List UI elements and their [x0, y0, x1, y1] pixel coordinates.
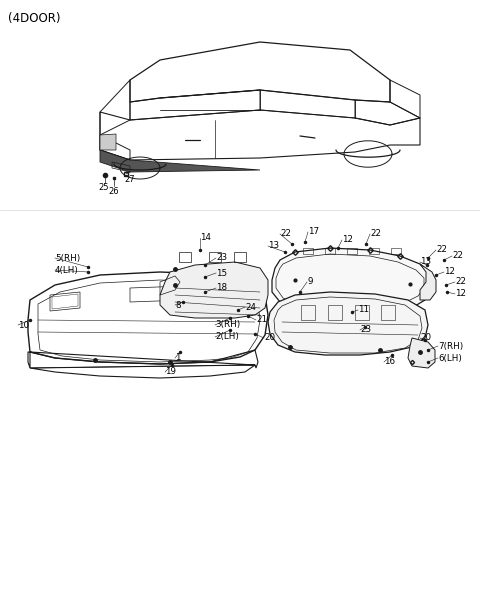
Text: 8: 8 — [175, 300, 180, 310]
Text: 13: 13 — [420, 257, 431, 267]
Polygon shape — [272, 248, 430, 312]
Polygon shape — [160, 262, 268, 318]
Text: 22: 22 — [455, 277, 466, 287]
Polygon shape — [420, 264, 436, 300]
Polygon shape — [268, 292, 428, 355]
Text: 21: 21 — [256, 316, 267, 325]
Text: 14: 14 — [200, 234, 211, 242]
Text: 12: 12 — [342, 235, 353, 244]
Text: 22: 22 — [436, 245, 447, 254]
Text: 18: 18 — [216, 284, 227, 293]
Text: 20: 20 — [420, 333, 431, 343]
Text: 24: 24 — [245, 303, 256, 312]
Text: 12: 12 — [444, 267, 455, 277]
Text: 2(LH): 2(LH) — [215, 333, 239, 342]
Text: 11: 11 — [358, 306, 369, 314]
Text: 25: 25 — [98, 183, 108, 192]
Text: 13: 13 — [268, 241, 279, 251]
Text: 19: 19 — [165, 368, 176, 376]
Text: 16: 16 — [384, 358, 395, 366]
Text: 17: 17 — [308, 228, 319, 237]
Text: 5(RH): 5(RH) — [55, 254, 80, 263]
Text: (4DOOR): (4DOOR) — [8, 12, 60, 25]
Text: 7(RH): 7(RH) — [438, 342, 463, 350]
Text: 22: 22 — [452, 251, 463, 261]
Text: 4(LH): 4(LH) — [55, 266, 79, 274]
Text: 20: 20 — [264, 333, 275, 343]
Text: 27: 27 — [124, 175, 134, 185]
Text: 23: 23 — [216, 254, 227, 263]
Text: 3(RH): 3(RH) — [215, 320, 240, 329]
Text: 10: 10 — [18, 320, 29, 329]
Polygon shape — [100, 134, 116, 150]
Text: 9: 9 — [307, 277, 312, 287]
Text: 15: 15 — [216, 268, 227, 277]
Text: 26: 26 — [108, 186, 119, 195]
Text: 22: 22 — [370, 230, 381, 238]
Polygon shape — [408, 338, 435, 368]
Polygon shape — [100, 150, 260, 172]
Text: 12: 12 — [455, 290, 466, 299]
Text: 23: 23 — [360, 326, 371, 335]
Text: 6(LH): 6(LH) — [438, 353, 462, 362]
Text: 22: 22 — [280, 230, 291, 238]
Text: 1: 1 — [175, 353, 180, 362]
